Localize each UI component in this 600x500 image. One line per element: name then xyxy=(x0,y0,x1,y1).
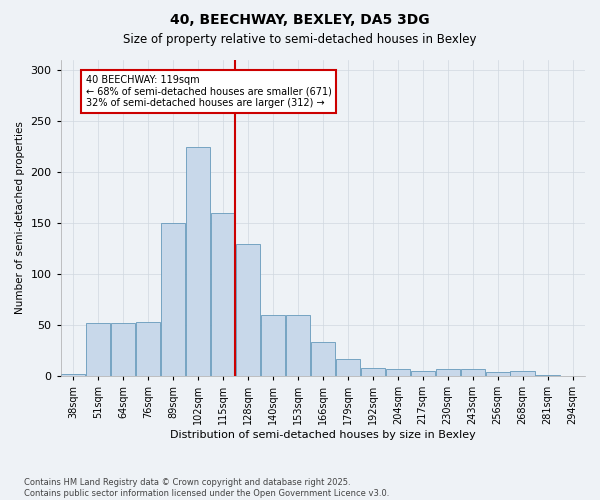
Bar xyxy=(311,342,335,376)
Bar xyxy=(211,213,235,376)
Bar xyxy=(261,315,285,376)
Bar xyxy=(461,369,485,376)
Bar xyxy=(161,223,185,376)
Y-axis label: Number of semi-detached properties: Number of semi-detached properties xyxy=(15,122,25,314)
Bar xyxy=(136,322,160,376)
Bar xyxy=(186,146,210,376)
Bar xyxy=(485,372,510,376)
Bar xyxy=(336,358,360,376)
Bar xyxy=(535,375,560,376)
Bar xyxy=(86,323,110,376)
Bar xyxy=(236,244,260,376)
Bar xyxy=(361,368,385,376)
Bar xyxy=(286,315,310,376)
Text: 40, BEECHWAY, BEXLEY, DA5 3DG: 40, BEECHWAY, BEXLEY, DA5 3DG xyxy=(170,12,430,26)
Text: 40 BEECHWAY: 119sqm
← 68% of semi-detached houses are smaller (671)
32% of semi-: 40 BEECHWAY: 119sqm ← 68% of semi-detach… xyxy=(86,76,332,108)
Bar xyxy=(436,369,460,376)
Text: Size of property relative to semi-detached houses in Bexley: Size of property relative to semi-detach… xyxy=(123,32,477,46)
Bar xyxy=(61,374,85,376)
Bar xyxy=(386,369,410,376)
Bar xyxy=(410,371,435,376)
Bar xyxy=(511,371,535,376)
Text: Contains HM Land Registry data © Crown copyright and database right 2025.
Contai: Contains HM Land Registry data © Crown c… xyxy=(24,478,389,498)
X-axis label: Distribution of semi-detached houses by size in Bexley: Distribution of semi-detached houses by … xyxy=(170,430,476,440)
Bar xyxy=(111,323,135,376)
